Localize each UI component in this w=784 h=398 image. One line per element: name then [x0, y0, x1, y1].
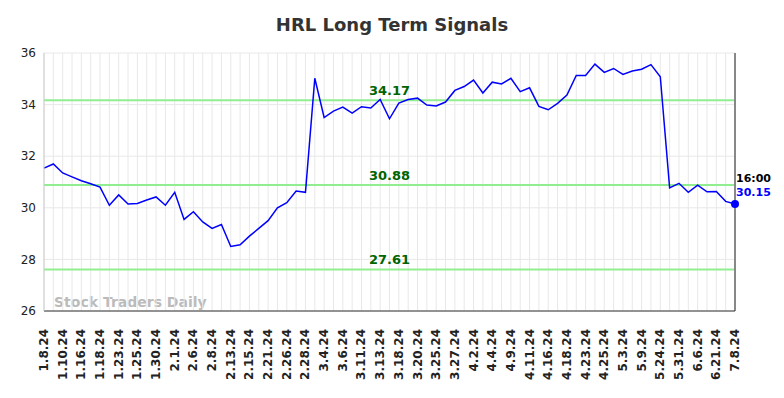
svg-text:34.17: 34.17 — [369, 83, 410, 98]
svg-text:36: 36 — [21, 46, 36, 60]
svg-text:27.61: 27.61 — [369, 252, 410, 267]
svg-text:1.16.24: 1.16.24 — [74, 329, 88, 380]
svg-text:4.4.24: 4.4.24 — [485, 329, 499, 372]
html-text:HRL Long Term Signals: HRL Long Term Signals — [275, 14, 509, 35]
svg-text:1.23.24: 1.23.24 — [112, 329, 126, 380]
svg-text:30.88: 30.88 — [369, 168, 410, 183]
svg-text:7.8.24: 7.8.24 — [728, 329, 742, 372]
svg-text:1.18.24: 1.18.24 — [93, 329, 107, 380]
svg-text:2.8.24: 2.8.24 — [205, 329, 219, 372]
svg-text:4.25.24: 4.25.24 — [597, 329, 611, 380]
svg-text:1.30.24: 1.30.24 — [149, 329, 163, 380]
svg-text:4.2.24: 4.2.24 — [467, 329, 481, 372]
svg-text:16:00: 16:00 — [736, 172, 771, 185]
svg-text:32: 32 — [21, 149, 36, 163]
svg-text:1.10.24: 1.10.24 — [56, 329, 70, 380]
svg-text:3.11.24: 3.11.24 — [354, 329, 368, 380]
svg-text:2.1.24: 2.1.24 — [168, 329, 182, 372]
svg-text:2.28.24: 2.28.24 — [298, 329, 312, 380]
svg-text:4.23.24: 4.23.24 — [579, 329, 593, 380]
svg-text:4.9.24: 4.9.24 — [504, 329, 518, 372]
svg-text:6.6.24: 6.6.24 — [691, 329, 705, 372]
svg-text:4.11.24: 4.11.24 — [523, 329, 537, 380]
svg-text:5.31.24: 5.31.24 — [672, 329, 686, 380]
svg-text:5.9.24: 5.9.24 — [635, 329, 649, 372]
svg-text:3.25.24: 3.25.24 — [429, 329, 443, 380]
svg-text:2.6.24: 2.6.24 — [186, 329, 200, 372]
svg-text:2.21.24: 2.21.24 — [261, 329, 275, 380]
svg-text:5.24.24: 5.24.24 — [653, 329, 667, 380]
svg-text:3.13.24: 3.13.24 — [373, 329, 387, 380]
svg-text:3.18.24: 3.18.24 — [392, 329, 406, 380]
svg-text:26: 26 — [21, 304, 36, 318]
svg-text:3.4.24: 3.4.24 — [317, 329, 331, 372]
svg-text:2.26.24: 2.26.24 — [280, 329, 294, 380]
svg-text:34: 34 — [21, 98, 36, 112]
svg-text:5.3.24: 5.3.24 — [616, 329, 630, 372]
svg-text:4.16.24: 4.16.24 — [541, 329, 555, 380]
svg-text:1.8.24: 1.8.24 — [37, 329, 51, 372]
svg-text:3.20.24: 3.20.24 — [411, 329, 425, 380]
svg-text:3.6.24: 3.6.24 — [336, 329, 350, 372]
svg-text:30: 30 — [21, 201, 36, 215]
svg-text:3.27.24: 3.27.24 — [448, 329, 462, 380]
svg-text:6.21.24: 6.21.24 — [709, 329, 723, 380]
html-text:Stock Traders Daily: Stock Traders Daily — [54, 294, 207, 310]
svg-text:1.25.24: 1.25.24 — [130, 329, 144, 380]
svg-text:2.15.24: 2.15.24 — [242, 329, 256, 380]
svg-text:28: 28 — [21, 253, 36, 267]
svg-text:30.15: 30.15 — [736, 186, 771, 199]
svg-text:2.13.24: 2.13.24 — [224, 329, 238, 380]
svg-text:4.18.24: 4.18.24 — [560, 329, 574, 380]
